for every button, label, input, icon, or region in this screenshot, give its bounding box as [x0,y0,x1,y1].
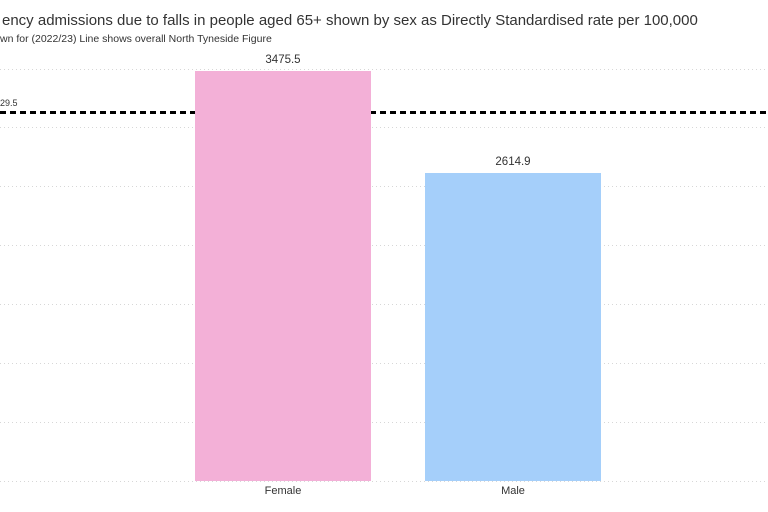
bar-male[interactable] [425,172,601,481]
reference-line-label: 29.5 [0,98,18,109]
y-gridline [0,127,768,129]
y-gridline [0,363,768,365]
x-axis-label-female: Female [264,485,302,497]
y-gridline [0,422,768,424]
y-gridline [0,481,768,482]
reference-line [0,110,768,114]
x-axis-label-male: Male [501,485,525,497]
bar-value-label-male: 2614.9 [495,155,531,168]
chart-subtitle: wn for (2022/23) Line shows overall Nort… [0,33,272,45]
chart-title: ency admissions due to falls in people a… [2,12,698,29]
y-gridline [0,304,768,306]
y-gridline [0,245,768,247]
bar-value-label-female: 3475.5 [265,54,301,67]
y-gridline [0,186,768,188]
bar-female[interactable] [195,71,371,481]
y-gridline [0,68,768,70]
